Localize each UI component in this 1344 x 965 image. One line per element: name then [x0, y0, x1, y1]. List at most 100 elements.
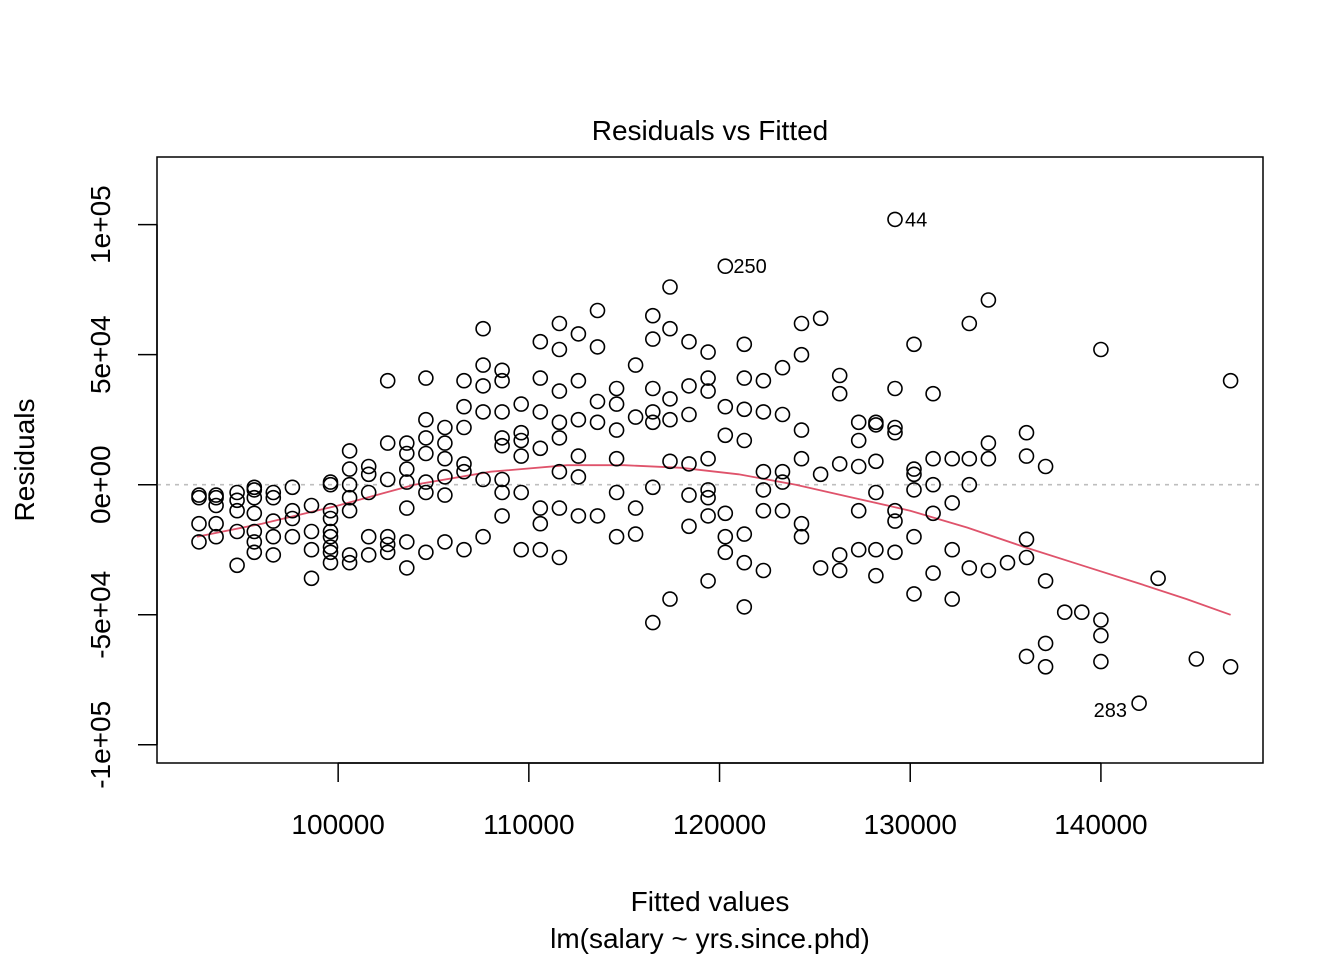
x-axis: 100000 110000 120000 130000 140000 [291, 762, 1148, 840]
data-point [831, 385, 848, 402]
data-point [887, 419, 903, 436]
data-point [322, 554, 339, 571]
data-point [961, 560, 978, 576]
data-point [494, 362, 510, 379]
data-point [551, 463, 568, 480]
data-point [589, 414, 606, 431]
data-point [736, 599, 753, 615]
data-point [831, 562, 848, 579]
data-point [341, 489, 358, 506]
data-point [831, 367, 848, 384]
data-point [662, 411, 678, 428]
data-point [322, 502, 339, 519]
data-point [774, 463, 791, 480]
data-point [608, 528, 625, 545]
data-point [774, 502, 791, 519]
data-point [246, 479, 263, 496]
data-point [906, 336, 922, 353]
x-tick-label: 140000 [1054, 809, 1147, 840]
data-point [265, 528, 282, 545]
data-point [774, 406, 791, 423]
data-point [229, 523, 245, 540]
data-point [1188, 651, 1205, 667]
data-point [341, 554, 358, 571]
data-point [793, 450, 810, 467]
data-point [379, 471, 396, 488]
data-point [1093, 341, 1109, 358]
data-point [265, 484, 282, 501]
data-point [717, 505, 734, 522]
data-point [551, 383, 568, 399]
data-point [944, 495, 961, 511]
data-point [437, 419, 453, 436]
x-tick-label: 120000 [673, 809, 766, 840]
data-point [398, 445, 415, 462]
data-point [265, 513, 282, 529]
data-point [570, 469, 587, 485]
data-point [850, 414, 867, 431]
data-point [887, 211, 903, 228]
data-point [627, 500, 644, 516]
data-point [284, 528, 301, 545]
data-point [608, 422, 625, 438]
data-point [736, 401, 753, 418]
data-point [551, 414, 568, 431]
data-point [1037, 658, 1054, 675]
data-point [644, 307, 661, 324]
chart-title: Residuals vs Fitted [592, 115, 829, 146]
data-point [379, 528, 396, 545]
annotation-layer: 44 250 283 [733, 209, 1127, 722]
data-point [303, 570, 320, 587]
data-point [570, 508, 587, 524]
data-point [229, 502, 245, 519]
data-point [831, 547, 848, 563]
data-point [736, 526, 753, 542]
data-point [812, 310, 829, 327]
x-axis-label: Fitted values [631, 886, 790, 917]
data-point [532, 333, 549, 350]
data-point [360, 458, 377, 475]
data-point [418, 370, 434, 386]
data-point [398, 435, 415, 451]
data-point [494, 484, 510, 501]
data-point [456, 419, 472, 436]
data-point [475, 404, 491, 420]
data-point [736, 336, 753, 353]
data-point [360, 466, 377, 483]
data-point [341, 502, 358, 519]
y-tick-label: 5e+04 [85, 315, 116, 394]
data-point [322, 523, 339, 540]
data-point [265, 489, 282, 506]
data-point [608, 450, 625, 467]
point-annotation-44: 44 [905, 209, 927, 231]
data-point [999, 554, 1016, 571]
data-point [418, 474, 434, 490]
plot-frame [156, 156, 1264, 764]
data-point [322, 539, 339, 555]
data-point [662, 391, 678, 407]
data-point [925, 476, 941, 493]
data-point [944, 450, 961, 467]
data-point [379, 536, 396, 553]
data-point [906, 586, 922, 602]
data-point [980, 450, 997, 467]
data-point [437, 435, 453, 451]
data-point [322, 510, 339, 527]
data-point [246, 523, 263, 540]
data-point [360, 528, 377, 545]
data-point [418, 484, 434, 501]
data-point [360, 484, 377, 501]
x-tick-label: 100000 [291, 809, 384, 840]
data-point [379, 544, 396, 561]
data-point [322, 476, 339, 493]
data-point [191, 534, 207, 550]
data-point [513, 424, 530, 441]
data-point [229, 492, 245, 509]
point-annotation-283: 283 [1094, 700, 1127, 722]
data-point [925, 450, 941, 467]
data-point [717, 528, 734, 545]
point-annotation-250: 250 [733, 256, 766, 278]
data-point [1018, 424, 1035, 441]
data-point [246, 505, 263, 522]
